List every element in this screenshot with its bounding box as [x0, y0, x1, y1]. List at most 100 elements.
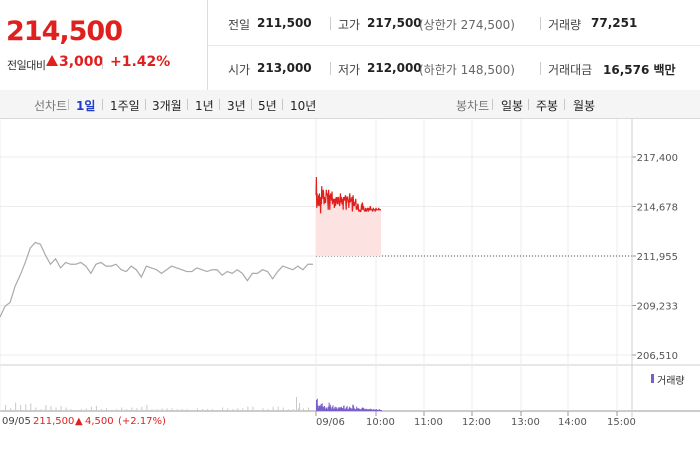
tab-daily-candle[interactable]: 일봉: [501, 99, 524, 113]
y-tick-label: 206,510: [637, 351, 678, 362]
volume-bar: [40, 409, 42, 411]
tab-3y[interactable]: 3년: [227, 99, 246, 113]
low-label: 저가: [338, 63, 361, 77]
volume-bar: [357, 408, 359, 411]
volume-bar: [237, 408, 239, 411]
volume-bar: [100, 409, 102, 411]
volume-bar: [121, 407, 123, 411]
divider: [219, 99, 220, 110]
divider: [145, 99, 146, 110]
divider: [102, 99, 103, 110]
today-line: [315, 176, 381, 214]
volume-bar: [176, 409, 178, 411]
tab-1d[interactable]: 1일: [76, 99, 96, 113]
volume-bar: [227, 408, 229, 411]
prev-close-label: 전일: [228, 18, 251, 32]
volume-bar: [45, 405, 47, 411]
volume-value: 77,251: [591, 16, 638, 30]
y-axis: 217,400 214,678 211,955 209,233 206,510: [631, 119, 678, 417]
volume-bar: [313, 410, 314, 411]
volume-bar: [186, 409, 188, 411]
chart-toolbar: [0, 90, 700, 119]
x-tick-label: 09/06: [316, 417, 345, 428]
volume-bar: [206, 409, 208, 411]
divider: [540, 62, 541, 75]
y-tick-label: 214,678: [637, 203, 678, 214]
volume-bar: [191, 410, 193, 411]
tab-5y[interactable]: 5년: [258, 99, 277, 113]
prev-day-series: [0, 241, 313, 318]
volume-bar: [320, 406, 322, 411]
prev-day-line: [0, 241, 313, 318]
open-value: 213,000: [257, 61, 312, 75]
volume-bar: [50, 405, 52, 411]
volume-bar: [346, 406, 348, 411]
volume-bar: [106, 408, 108, 411]
volume-bar: [302, 408, 304, 411]
upper-limit: (상한가 274,500): [419, 18, 515, 32]
volume-bar: [116, 409, 118, 411]
volume-bar: [136, 408, 138, 411]
divider: [528, 99, 529, 110]
volume-bar: [222, 407, 224, 411]
divider: [492, 99, 493, 110]
divider: [330, 17, 331, 30]
volume-bar: [272, 406, 274, 411]
volume-bar: [217, 410, 219, 411]
volume-label: 거래량: [548, 18, 582, 32]
high-value: 217,500: [367, 16, 422, 30]
tab-3m[interactable]: 3개월: [152, 99, 182, 113]
volume-bar: [362, 407, 364, 411]
volume-bar: [343, 405, 345, 411]
x-tick-label: 14:00: [558, 417, 587, 428]
volume-bar: [262, 408, 264, 411]
price-chart[interactable]: 217,400 214,678 211,955 209,233 206,510 09/0…: [0, 119, 700, 450]
tab-1w[interactable]: 1주일: [110, 99, 140, 113]
x-tick-label: 12:00: [462, 417, 491, 428]
price-box: [0, 0, 208, 90]
tab-1y[interactable]: 1년: [195, 99, 214, 113]
tab-monthly-candle[interactable]: 월봉: [573, 99, 596, 113]
volume-bar: [141, 406, 143, 411]
volume-bar: [287, 409, 289, 411]
tab-weekly-candle[interactable]: 주봉: [536, 99, 559, 113]
up-triangle-icon: [46, 55, 58, 66]
volume-bar: [15, 402, 17, 411]
volume-bar: [171, 408, 173, 411]
x-tick-label: 15:00: [607, 417, 636, 428]
divider: [68, 99, 69, 110]
volume-bar: [267, 409, 269, 411]
volume-bar: [146, 405, 148, 411]
y-tick-label: 217,400: [637, 153, 678, 164]
volume-bar: [242, 408, 244, 411]
divider: [251, 99, 252, 110]
open-label: 시가: [228, 63, 251, 77]
volume-bar: [111, 410, 113, 411]
footer-prev-pct: (+2.17%): [118, 416, 166, 427]
volume-bar: [151, 409, 153, 411]
prev-close-value: 211,500: [257, 16, 312, 30]
x-axis: 09/06 10:00 11:00 12:00 13:00 14:00 15:00: [315, 411, 636, 428]
volume-bar: [335, 407, 337, 411]
volume-bar: [292, 409, 294, 411]
current-price: 214,500: [6, 16, 123, 47]
volume-bar: [212, 409, 214, 411]
divider: [330, 62, 331, 75]
volume-bar: [65, 407, 67, 411]
x-tick-label: 10:00: [366, 417, 395, 428]
volume-bar: [80, 409, 82, 411]
volume-bar: [90, 406, 92, 411]
x-tick-label: 13:00: [511, 417, 540, 428]
tab-10y[interactable]: 10년: [290, 99, 317, 113]
volume-bar: [95, 405, 97, 411]
volume-bar: [381, 410, 382, 411]
volume-bar: [20, 405, 22, 411]
high-label: 고가: [338, 18, 361, 32]
volume-bar: [156, 409, 158, 411]
volume-bar: [332, 405, 334, 411]
volume-legend-label: 거래량: [657, 376, 685, 387]
volume-bar: [60, 405, 62, 411]
change-label: 전일대비: [7, 59, 46, 72]
prev-date: 09/05: [2, 416, 31, 427]
volume-bar: [131, 407, 133, 411]
